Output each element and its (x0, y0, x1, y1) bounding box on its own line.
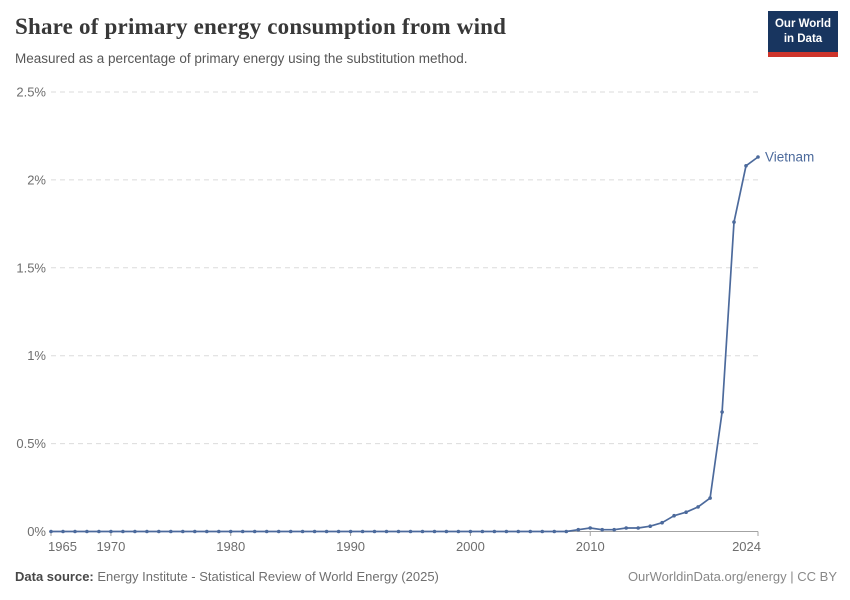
data-point (145, 529, 149, 534)
data-point (432, 529, 437, 534)
data-source-text: Energy Institute - Statistical Review of… (93, 569, 439, 584)
data-point (324, 529, 329, 534)
data-point (348, 529, 353, 534)
data-point (109, 529, 113, 534)
chart-subtitle: Measured as a percentage of primary ener… (15, 51, 468, 66)
data-point (264, 529, 269, 534)
data-point (97, 529, 101, 534)
data-point (336, 529, 341, 534)
data-point (720, 410, 724, 414)
x-tick-label: 2024 (732, 539, 761, 554)
chart-footer: Data source: Energy Institute - Statisti… (15, 569, 837, 584)
data-point (372, 529, 377, 534)
data-point (444, 529, 449, 534)
y-tick-label: 1% (27, 348, 46, 363)
data-point (576, 527, 581, 532)
data-point (408, 529, 413, 534)
data-point (228, 529, 233, 534)
x-tick-label: 2000 (456, 539, 485, 554)
x-tick-label: 1990 (336, 539, 365, 554)
data-point (133, 529, 137, 534)
data-point (252, 529, 257, 534)
data-point (660, 520, 664, 525)
data-point (552, 529, 557, 534)
data-point (396, 529, 401, 534)
data-point (744, 164, 748, 168)
data-point (276, 529, 281, 534)
data-point (240, 529, 245, 534)
x-tick-label: 1965 (48, 539, 77, 554)
data-source-note: Data source: Energy Institute - Statisti… (15, 569, 439, 584)
data-point (696, 505, 700, 509)
data-point (420, 529, 425, 534)
data-point (612, 527, 616, 532)
data-point (205, 529, 209, 534)
data-point (540, 529, 545, 534)
data-point (384, 529, 389, 534)
data-point (288, 529, 293, 534)
axis-tick-labels: 0% 0.5% 1% 1.5% 2% 2.5% 1965 1970 1980 1990 2000 20… (16, 85, 761, 555)
data-point (672, 513, 676, 518)
data-point (516, 529, 521, 534)
data-source-label: Data source: (15, 569, 94, 584)
data-point (73, 529, 77, 534)
data-point (480, 529, 485, 534)
data-point (732, 220, 736, 224)
data-point (456, 529, 461, 534)
x-tick-label: 1980 (216, 539, 245, 554)
data-point (312, 529, 317, 534)
data-point (217, 529, 221, 534)
data-point (360, 529, 365, 534)
x-tick-label: 2010 (576, 539, 605, 554)
data-point (708, 496, 712, 500)
page-title: Share of primary energy consumption from… (15, 14, 507, 39)
owid-logo-line1: Our World (774, 18, 831, 30)
series-vietnam (49, 155, 760, 534)
series-line (50, 156, 759, 533)
data-point (504, 529, 509, 534)
data-point (636, 526, 640, 530)
y-gridlines (51, 91, 760, 445)
data-point (468, 529, 473, 534)
license-note: OurWorldinData.org/energy | CC BY (627, 569, 837, 584)
owid-logo: Our World in Data (768, 11, 838, 57)
data-point (157, 529, 161, 534)
data-point (85, 529, 89, 534)
data-point (564, 529, 569, 534)
data-point (528, 529, 533, 534)
data-point (624, 526, 628, 530)
y-tick-label: 0% (27, 524, 46, 539)
data-point (61, 529, 65, 534)
data-point (121, 529, 125, 534)
data-point (588, 526, 592, 530)
data-point (492, 529, 497, 534)
x-tick-label: 1970 (96, 539, 125, 554)
data-point (648, 524, 652, 528)
data-point (684, 510, 688, 514)
owid-logo-line2: in Data (783, 32, 823, 45)
data-point (756, 155, 760, 159)
y-tick-label: 0.5% (16, 436, 46, 451)
data-point (300, 529, 305, 534)
data-point (49, 529, 53, 534)
y-tick-label: 2% (27, 172, 46, 187)
y-tick-label: 1.5% (16, 260, 46, 275)
entity-label-vietnam: Vietnam (765, 150, 814, 165)
data-point (181, 529, 185, 534)
y-tick-label: 2.5% (16, 85, 46, 100)
data-point (600, 527, 604, 532)
data-point (193, 529, 197, 534)
data-point (169, 529, 173, 534)
